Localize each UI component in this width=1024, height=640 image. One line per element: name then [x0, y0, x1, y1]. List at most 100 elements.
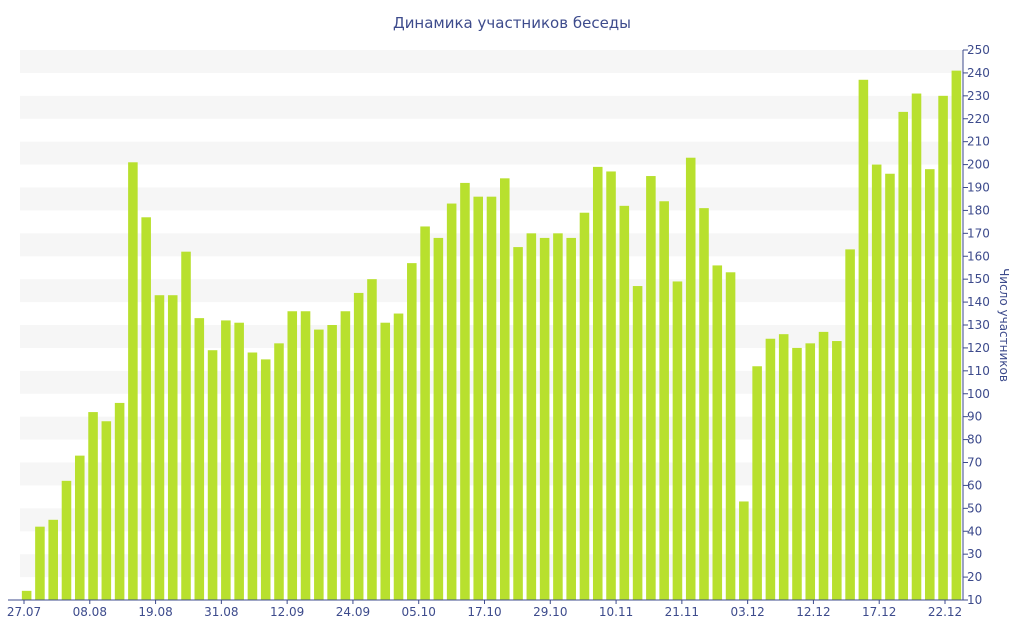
bar [420, 226, 430, 600]
bar [938, 95, 948, 600]
bar [353, 292, 364, 600]
grid-band [20, 95, 963, 119]
y-tick-label: 50 [967, 501, 982, 515]
x-tick-label: 27.07 [7, 605, 41, 619]
bar [659, 201, 669, 600]
x-tick-label: 10.11 [599, 605, 633, 619]
x-tick-label: 29.10 [533, 605, 567, 619]
y-tick-label: 90 [967, 410, 982, 424]
y-tick-label: 30 [967, 547, 982, 561]
bar [805, 343, 816, 600]
y-tick-label: 120 [967, 341, 990, 355]
bar [61, 480, 72, 600]
bar [765, 338, 776, 600]
bar [274, 343, 284, 600]
y-tick-label: 180 [967, 203, 990, 217]
bar [752, 366, 762, 600]
x-tick-label: 03.12 [730, 605, 764, 619]
bar [672, 281, 683, 600]
x-tick-label: 19.08 [138, 605, 172, 619]
bar [792, 347, 802, 600]
bar [340, 311, 351, 600]
x-tick-label: 24.09 [336, 605, 370, 619]
y-tick-label: 170 [967, 226, 990, 240]
chart-title: Динамика участников беседы [393, 14, 631, 32]
bar [685, 157, 696, 600]
bar [128, 162, 138, 601]
bar [114, 402, 125, 600]
y-tick-label: 130 [967, 318, 990, 332]
bar [473, 196, 483, 601]
bar [871, 164, 882, 600]
y-tick-label: 210 [967, 135, 990, 149]
bar [579, 212, 590, 600]
x-tick-label: 21.11 [665, 605, 699, 619]
bar [21, 590, 32, 600]
bar [539, 237, 550, 601]
y-tick-label: 190 [967, 181, 990, 195]
bar [260, 359, 271, 601]
bar [513, 247, 523, 600]
y-tick-label: 70 [967, 456, 982, 470]
bar [712, 265, 723, 600]
y-tick-label: 110 [967, 364, 990, 378]
bar [287, 311, 298, 600]
bar [725, 272, 736, 600]
bar [300, 311, 311, 600]
bar [221, 320, 231, 600]
bar [314, 329, 324, 600]
bar [141, 217, 151, 601]
bar [739, 501, 749, 600]
y-tick-label: 140 [967, 295, 990, 309]
y-tick-label: 240 [967, 66, 990, 80]
bar [167, 295, 178, 600]
bar [553, 233, 563, 600]
bar [925, 169, 935, 601]
bar [446, 203, 457, 601]
y-tick-label: 220 [967, 112, 990, 126]
bar [606, 171, 616, 600]
bar [88, 412, 98, 600]
grid-band [20, 141, 963, 165]
bar [646, 176, 656, 601]
bar [898, 111, 909, 601]
bar [393, 313, 404, 600]
bar [234, 322, 244, 600]
bar [500, 178, 510, 600]
bar [632, 286, 643, 600]
bars [21, 70, 962, 601]
bar [778, 334, 789, 600]
bar [845, 249, 855, 601]
y-tick-label: 100 [967, 387, 990, 401]
x-tick-label: 05.10 [402, 605, 436, 619]
y-tick-label: 20 [967, 570, 982, 584]
y-tick-label: 60 [967, 478, 982, 492]
bar [951, 70, 962, 601]
bar [433, 237, 444, 601]
bar [207, 350, 218, 600]
grid-band [20, 50, 963, 73]
x-tick-label: 31.08 [204, 605, 238, 619]
bar [460, 182, 470, 601]
bar [858, 79, 869, 601]
bar [592, 166, 603, 601]
x-tick-label: 17.12 [862, 605, 896, 619]
y-tick-label: 80 [967, 433, 982, 447]
x-tick-label: 12.12 [796, 605, 830, 619]
bar [367, 279, 377, 600]
x-axis: 27.07 08.08 19.08 31.08 12.09 24.09 05.10 17.10… [7, 599, 963, 619]
y-tick-label: 10 [967, 593, 982, 607]
bar [48, 519, 58, 600]
bar [699, 208, 709, 601]
bar [818, 331, 829, 601]
y-tick-label: 200 [967, 158, 990, 172]
x-tick-label: 17.10 [467, 605, 501, 619]
bar [194, 318, 205, 601]
bar [101, 421, 112, 600]
x-tick-label: 12.09 [270, 605, 304, 619]
bar [911, 93, 922, 600]
bar [486, 196, 497, 601]
bar [832, 341, 842, 600]
bar [380, 322, 391, 600]
